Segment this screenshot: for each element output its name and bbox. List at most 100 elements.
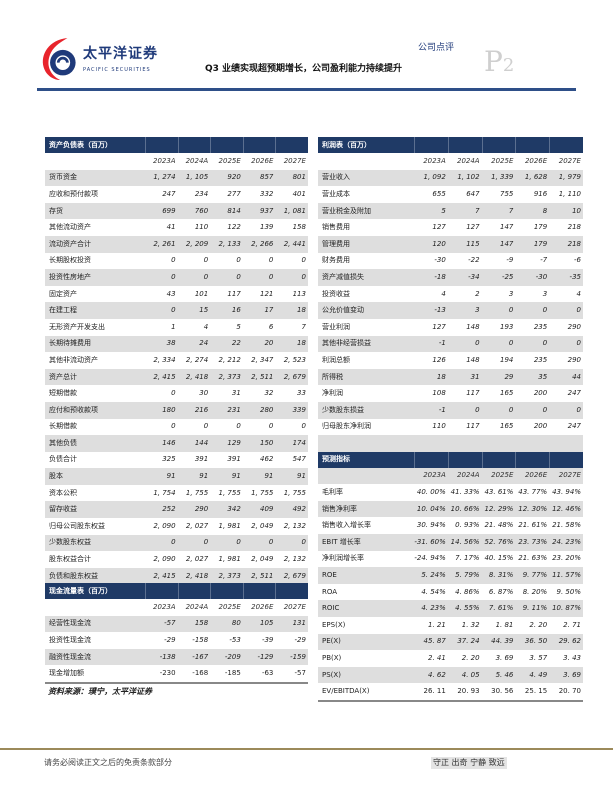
value-cell: -168 bbox=[192, 669, 209, 678]
value-cell: 801 bbox=[292, 173, 306, 182]
header-cell bbox=[210, 137, 243, 153]
value-cell: 916 bbox=[533, 189, 548, 198]
value-cell: 0 bbox=[236, 272, 241, 281]
balance-sheet-table: 资产负债表（百万） 2023A 2024A 2025E 2026E 2027E 货币资金 1,… bbox=[45, 137, 308, 585]
value-cell: 0 bbox=[301, 256, 306, 265]
value-cell: 401 bbox=[292, 189, 306, 198]
value-cell: 0 bbox=[236, 422, 241, 431]
year-cell: 2024A bbox=[456, 156, 480, 165]
value-cell: 0 bbox=[301, 538, 306, 547]
value-cell: 0 bbox=[268, 256, 274, 265]
value-cell: 180 bbox=[162, 405, 176, 414]
doc-type: 公司点评 bbox=[418, 43, 455, 53]
value-cell: -185 bbox=[224, 669, 241, 678]
table-row: 营业利润 127 148 193 235 290 bbox=[318, 319, 583, 336]
value-cell: 2, 274 bbox=[185, 355, 209, 364]
value-cell: 5 bbox=[441, 206, 446, 215]
value-cell: 3. 69 bbox=[563, 670, 581, 679]
value-cell: 2, 511 bbox=[251, 571, 274, 580]
value-cell: 21. 58% bbox=[552, 521, 581, 530]
value-cell: 33 bbox=[297, 389, 306, 398]
value-cell: 0 bbox=[475, 405, 480, 414]
value-cell: 1, 755 bbox=[218, 488, 241, 497]
table-header: 预测指标 bbox=[318, 451, 583, 468]
value-cell: 7. 61% bbox=[488, 604, 514, 613]
value-cell: 247 bbox=[567, 422, 581, 431]
year-cell: 2027E bbox=[283, 156, 306, 165]
value-cell: 110 bbox=[432, 422, 446, 431]
value-cell: -29 bbox=[294, 635, 306, 644]
value-cell: -30 bbox=[535, 272, 548, 281]
table-row: 毛利率 40. 00% 41. 33% 43. 61% 43. 77% 43. 94% bbox=[318, 484, 583, 501]
value-cell: 1, 754 bbox=[153, 488, 176, 497]
value-cell: 2, 132 bbox=[283, 555, 306, 564]
value-cell: 3 bbox=[508, 289, 514, 298]
header-cell bbox=[481, 137, 516, 153]
value-cell: 40. 00% bbox=[416, 487, 446, 496]
spacer-row bbox=[318, 435, 583, 452]
year-cell: 2023A bbox=[423, 471, 446, 480]
table-row: 其他流动资产 41 110 122 139 158 bbox=[45, 219, 308, 236]
disclaimer: 请务必阅读正文之后的免责条款部分 bbox=[44, 758, 172, 767]
value-cell: 25. 15 bbox=[524, 687, 548, 696]
value-cell: 7 bbox=[475, 206, 480, 215]
row-label: 股本 bbox=[49, 472, 63, 481]
value-cell: 23. 20% bbox=[552, 554, 581, 563]
value-cell: 290 bbox=[567, 322, 581, 331]
value-cell: 120 bbox=[432, 239, 446, 248]
row-label: 投资收益 bbox=[322, 289, 350, 298]
value-cell: 342 bbox=[227, 505, 241, 514]
value-cell: -63 bbox=[261, 669, 274, 678]
value-cell: 391 bbox=[194, 455, 209, 464]
value-cell: 148 bbox=[466, 355, 480, 364]
value-cell: -209 bbox=[224, 652, 241, 661]
table-row: 无形资产开发支出 1 4 5 6 7 bbox=[45, 319, 308, 336]
row-label: 长期股权投资 bbox=[49, 256, 91, 265]
value-cell: 1, 105 bbox=[185, 173, 209, 182]
row-label: 所得税 bbox=[322, 372, 343, 381]
row-label: 经营性现金流 bbox=[49, 619, 91, 628]
value-cell: 148 bbox=[466, 322, 480, 331]
value-cell: 1, 110 bbox=[558, 189, 581, 198]
value-cell: 179 bbox=[533, 239, 548, 248]
value-cell: 18 bbox=[297, 306, 306, 315]
value-cell: 2, 523 bbox=[283, 355, 306, 364]
value-cell: 2, 418 bbox=[185, 372, 209, 381]
value-cell: 216 bbox=[194, 405, 209, 414]
value-cell: 8. 20% bbox=[522, 587, 548, 596]
year-cell: 2026E bbox=[524, 471, 548, 480]
value-cell: -31. 60% bbox=[414, 537, 446, 546]
value-cell: 2, 418 bbox=[185, 571, 209, 580]
year-cell: 2026E bbox=[251, 156, 274, 165]
value-cell: 2, 511 bbox=[251, 372, 274, 381]
row-label: 其他非流动资产 bbox=[49, 355, 98, 364]
table-row: 长期待摊费用 38 24 22 20 18 bbox=[45, 335, 308, 353]
header-divider bbox=[37, 88, 576, 91]
value-cell: 45. 87 bbox=[423, 637, 446, 646]
value-cell: 108 bbox=[432, 389, 446, 398]
page-number: P2 bbox=[484, 46, 514, 82]
row-label: 净利润增长率 bbox=[322, 554, 364, 563]
table-row: 净利润 108 117 165 200 247 bbox=[318, 385, 583, 402]
value-cell: 3. 69 bbox=[495, 653, 514, 662]
value-cell: 52. 76% bbox=[484, 537, 514, 546]
value-cell: 147 bbox=[500, 223, 514, 232]
value-cell: 0 bbox=[171, 422, 176, 431]
table-row: ROE 5. 24% 5. 79% 8. 31% 9. 77% 11. 57% bbox=[318, 567, 583, 584]
value-cell: -167 bbox=[192, 652, 209, 661]
value-cell: 20. 93 bbox=[457, 687, 480, 696]
row-label: 营业成本 bbox=[322, 189, 350, 198]
value-cell: -9 bbox=[506, 256, 514, 265]
value-cell: 2. 20 bbox=[461, 653, 480, 662]
value-cell: -1 bbox=[438, 405, 446, 414]
table-row: EPS(X) 1. 21 1. 32 1. 81 2. 20 2. 71 bbox=[318, 617, 583, 634]
value-cell: -57 bbox=[294, 669, 306, 678]
value-cell: 9. 50% bbox=[556, 587, 581, 596]
row-label: 长期借款 bbox=[49, 422, 77, 431]
row-label: 应付和预收款项 bbox=[49, 405, 98, 414]
value-cell: 1, 102 bbox=[457, 173, 480, 182]
value-cell: 332 bbox=[260, 189, 274, 198]
table-header: 资产负债表（百万） bbox=[45, 137, 308, 153]
value-cell: 0 bbox=[203, 422, 209, 431]
value-cell: 122 bbox=[227, 223, 241, 232]
